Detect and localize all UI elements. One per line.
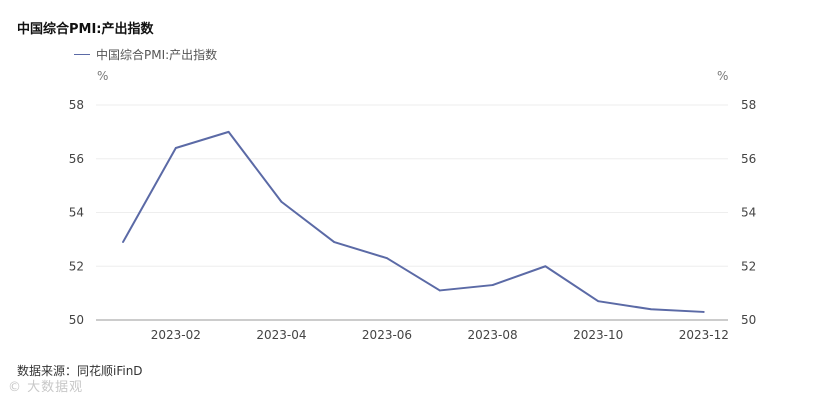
x-tick-label: 2023-06 (362, 328, 412, 342)
y-tick-label-right: 58 (741, 98, 756, 112)
x-tick-label: 2023-08 (468, 328, 518, 342)
y-tick-label-right: 50 (741, 313, 756, 327)
legend-line-swatch (74, 54, 90, 55)
y-tick-label-right: 54 (741, 206, 756, 220)
y-tick-label-left: 52 (69, 259, 84, 273)
y-tick-label-left: 54 (69, 206, 84, 220)
data-point (702, 311, 705, 313)
x-tick-label: 2023-02 (151, 328, 201, 342)
x-tick-label: 2023-04 (256, 328, 306, 342)
y-tick-label-left: 50 (69, 313, 84, 327)
y-tick-label-right: 52 (741, 259, 756, 273)
chart-title: 中国综合PMI:产出指数 (17, 22, 154, 37)
data-point (597, 300, 600, 303)
data-point (491, 284, 494, 286)
data-source-note: 数据来源：同花顺iFinD (17, 364, 143, 378)
data-point (280, 200, 283, 203)
data-point (174, 147, 177, 149)
x-tick-label: 2023-10 (573, 328, 623, 342)
data-point (650, 308, 652, 311)
data-point (227, 130, 230, 133)
data-point (544, 265, 547, 268)
x-tick-label: 2023-12 (679, 328, 729, 342)
y-tick-label-left: 56 (69, 152, 84, 166)
data-point (122, 241, 124, 243)
y-tick-label-right: 56 (741, 152, 756, 166)
legend: 中国综合PMI:产出指数 (74, 46, 217, 63)
series-line (122, 130, 704, 313)
y-axis-left-unit: % (97, 69, 109, 83)
legend-label: 中国综合PMI:产出指数 (96, 48, 218, 62)
y-axis-right-unit: % (717, 69, 729, 83)
data-point (438, 289, 441, 292)
data-point (386, 257, 388, 260)
data-point (333, 241, 336, 243)
y-tick-label-left: 58 (69, 98, 84, 112)
watermark: © 大数据观 (8, 380, 84, 395)
